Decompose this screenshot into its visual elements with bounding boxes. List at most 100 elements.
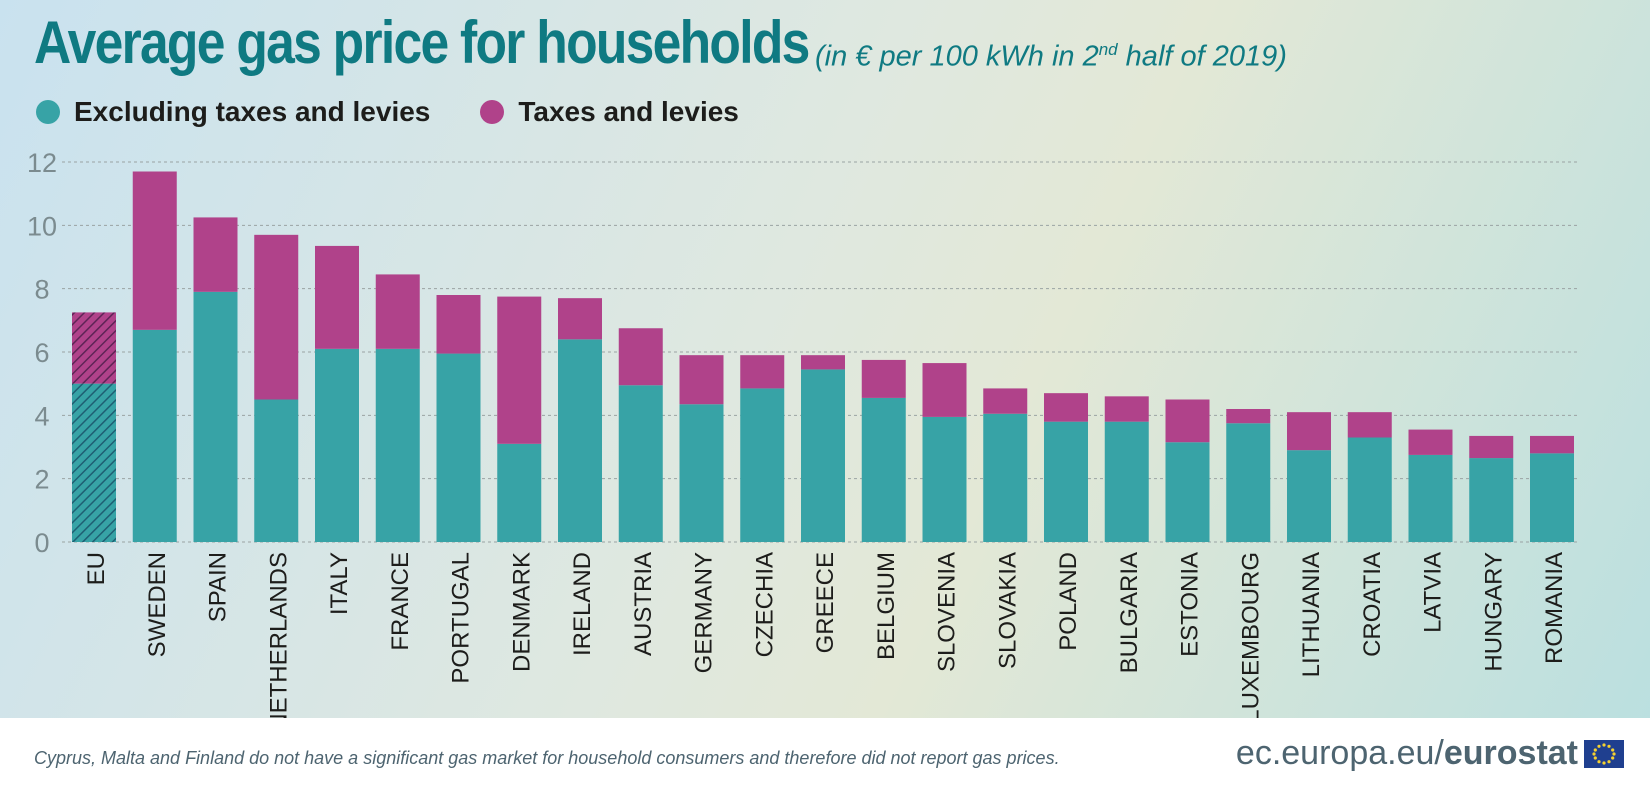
- y-tick-label: 0: [34, 528, 49, 558]
- brand-domain: ec.europa.eu/: [1235, 734, 1444, 772]
- x-category-label: HUNGARY: [1480, 552, 1507, 672]
- x-category-label: SPAIN: [205, 552, 232, 622]
- legend-item-taxes: Taxes and levies: [480, 96, 739, 128]
- chart-subtitle: (in € per 100 kWh in 2nd half of 2019): [815, 40, 1287, 74]
- bar-taxes: [801, 355, 845, 370]
- x-category-label: SLOVENIA: [934, 552, 961, 672]
- bar-taxes: [618, 328, 663, 386]
- bar-taxes: [1347, 412, 1392, 438]
- bar-taxes: [375, 274, 420, 349]
- y-tick-label: 6: [34, 338, 49, 368]
- bar-taxes: [922, 363, 967, 417]
- eu-flag-icon: [1584, 739, 1624, 768]
- bar-excl-taxes: [1530, 453, 1574, 542]
- x-category-label: LITHUANIA: [1298, 552, 1325, 677]
- bar-taxes: [983, 388, 1028, 414]
- y-tick-label: 2: [34, 465, 49, 495]
- bar-excl-taxes: [254, 399, 299, 542]
- bar-taxes: [72, 312, 116, 384]
- bar-excl-taxes: [1347, 437, 1392, 542]
- bar-taxes: [132, 171, 177, 330]
- x-category-label: CROATIA: [1359, 552, 1386, 657]
- subtitle-prefix: (in € per 100 kWh in 2: [815, 40, 1099, 73]
- legend-swatch-teal: [36, 100, 60, 124]
- x-category-label: LATVIA: [1420, 552, 1447, 633]
- bar-taxes: [1287, 412, 1331, 451]
- stacked-bar-chart: 0 2 4 6 8 10 12 EU SWEDEN SPAIN NETHERLANDS ITALY F…: [27, 148, 1580, 718]
- x-category-label: SWEDEN: [144, 552, 171, 657]
- bar-excl-taxes: [132, 329, 177, 542]
- title-row: Average gas price for households: [34, 8, 935, 77]
- x-category-label: ESTONIA: [1177, 552, 1204, 657]
- x-category-label: FRANCE: [387, 552, 414, 651]
- y-tick-label: 8: [34, 275, 49, 305]
- x-category-label: SLOVAKIA: [994, 552, 1021, 669]
- bar-taxes: [1469, 435, 1514, 459]
- bar-excl-taxes: [922, 416, 967, 542]
- legend-label: Excluding taxes and levies: [74, 96, 431, 127]
- x-category-label: BELGIUM: [873, 552, 900, 660]
- legend-swatch-magenta: [480, 100, 505, 124]
- bar-excl-taxes: [1226, 423, 1271, 542]
- footer: Cyprus, Malta and Finland do not have a …: [0, 718, 1650, 795]
- bar-taxes: [1104, 396, 1149, 422]
- y-tick-label: 4: [34, 401, 49, 431]
- chart-title: Average gas price for households: [34, 9, 810, 76]
- eurostat-brand[interactable]: ec.europa.eu/ eurostat: [1236, 734, 1624, 773]
- bar-excl-taxes: [1165, 442, 1210, 542]
- bar-excl-taxes: [861, 397, 906, 542]
- legend-label: Taxes and levies: [518, 96, 739, 127]
- bar-excl-taxes: [375, 348, 420, 542]
- subtitle-suffix: half of 2019): [1117, 40, 1287, 73]
- x-category-label: GREECE: [812, 552, 839, 653]
- bar-taxes: [861, 359, 906, 398]
- bar-excl-taxes: [315, 348, 359, 542]
- bar-excl-taxes: [618, 385, 663, 542]
- bar-excl-taxes: [1044, 421, 1088, 542]
- bar-taxes: [740, 355, 785, 389]
- brand-name: eurostat: [1443, 734, 1578, 772]
- bar-excl-taxes: [1408, 454, 1453, 542]
- x-category-label: ITALY: [326, 552, 353, 615]
- bar-excl-taxes: [497, 443, 542, 542]
- bar-taxes: [315, 245, 359, 349]
- subtitle-sup: nd: [1098, 40, 1118, 59]
- bar-excl-taxes: [1104, 421, 1149, 542]
- x-category-label: DENMARK: [508, 552, 535, 672]
- bar-taxes: [679, 355, 724, 405]
- bar-excl-taxes: [983, 413, 1028, 542]
- x-category-label: LUXEMBOURG: [1237, 552, 1264, 718]
- bar-excl-taxes: [436, 353, 481, 542]
- bar-excl-taxes: [193, 291, 238, 542]
- bar-excl-taxes: [1287, 450, 1331, 542]
- legend-item-excl-taxes: Excluding taxes and levies: [36, 96, 430, 128]
- bar-taxes: [436, 295, 481, 354]
- bar-excl-taxes: [558, 339, 602, 542]
- bar-excl-taxes: [801, 369, 845, 542]
- bar-taxes: [497, 296, 542, 444]
- x-category-label: CZECHIA: [751, 552, 778, 657]
- bar-excl-taxes: [72, 383, 116, 542]
- x-category-label: POLAND: [1055, 552, 1082, 651]
- x-category-label: NETHERLANDS: [265, 552, 292, 718]
- bar-excl-taxes: [1469, 458, 1514, 542]
- bar-taxes: [193, 217, 238, 292]
- bar-taxes: [254, 234, 299, 400]
- bar-taxes: [558, 298, 602, 340]
- legend: Excluding taxes and levies Taxes and lev…: [36, 96, 739, 128]
- bar-taxes: [1165, 399, 1210, 443]
- y-tick-label: 10: [27, 211, 57, 241]
- y-axis-ticks: 0 2 4 6 8 10 12: [27, 148, 57, 558]
- x-category-label: ROMANIA: [1541, 552, 1568, 664]
- bar-taxes: [1530, 435, 1574, 454]
- x-category-label: AUSTRIA: [630, 552, 657, 656]
- bar-taxes: [1044, 393, 1088, 422]
- y-tick-label: 12: [27, 148, 57, 178]
- x-axis-labels: EU SWEDEN SPAIN NETHERLANDS ITALY FRANCE PORTU…: [83, 552, 1568, 718]
- bar-taxes: [1408, 429, 1453, 455]
- x-category-label: PORTUGAL: [448, 552, 475, 684]
- x-category-label: BULGARIA: [1116, 552, 1143, 673]
- bars: [72, 171, 1574, 542]
- bar-excl-taxes: [740, 388, 785, 542]
- footnote: Cyprus, Malta and Finland do not have a …: [34, 748, 1060, 768]
